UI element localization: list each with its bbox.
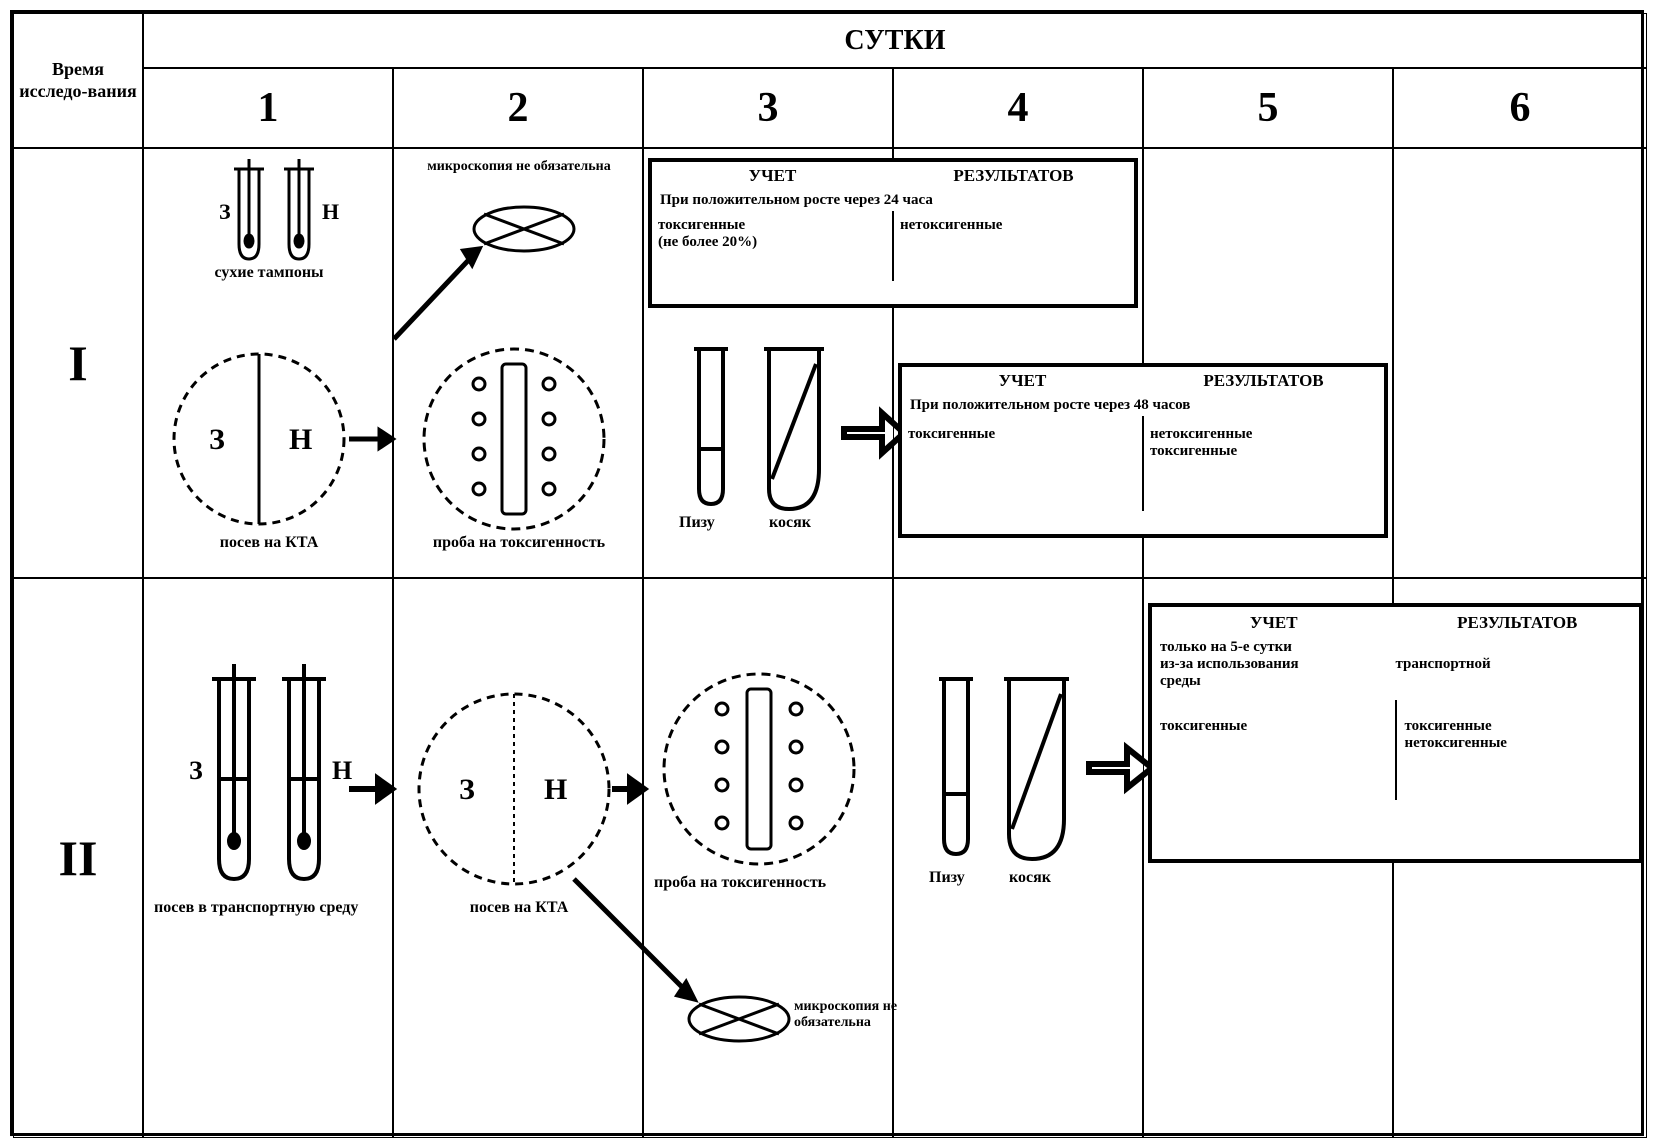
r2d2-cap: посев на КТА: [394, 899, 644, 917]
r1-d1-svg: З Н З Н: [144, 149, 394, 579]
result-box-24h: УЧЕТ РЕЗУЛЬТАТОВ При положительном росте…: [648, 158, 1138, 308]
r1-d6: [1393, 148, 1647, 578]
r1-d2-svg: [394, 149, 644, 579]
rb5-l2r: транспортной: [1396, 656, 1632, 673]
rb48-c2a: нетоксигенные: [1150, 426, 1378, 443]
rb24-tl: УЧЕТ: [652, 162, 893, 190]
r1d1-tube-l: З: [219, 199, 231, 224]
rb48-line: При положительном росте через 48 часов: [902, 395, 1384, 416]
r2d3-tox: проба на токсигенность: [654, 874, 884, 892]
r2-d2: З Н посев на КТА: [393, 578, 643, 1138]
day-num-4: 4: [1008, 84, 1029, 132]
r1d1-petri-cap: посев на КТА: [144, 534, 394, 552]
r1-d1: З Н З Н сухие тампоны посев на КТА: [143, 148, 393, 578]
r2d4-kosyak: косяк: [1009, 869, 1051, 887]
rb5-c2b: нетоксигенные: [1405, 735, 1632, 752]
r1d2-tox-cap: проба на токсигенность: [394, 534, 644, 552]
row-1-label-cell: I: [13, 148, 143, 578]
day-num-6: 6: [1510, 84, 1531, 132]
day-col-2: 2: [393, 68, 643, 148]
result-box-5d: УЧЕТ РЕЗУЛЬТАТОВ только на 5-е сутки из-…: [1148, 603, 1643, 863]
rb5-l2: из-за использования: [1160, 656, 1396, 673]
days-title: СУТКИ: [844, 25, 945, 57]
day-col-4: 4: [893, 68, 1143, 148]
r2d1-cap: посев в транспортную среду: [154, 899, 384, 917]
r2-d4-svg: [894, 579, 1144, 1139]
protocol-grid: Время исследо-вания СУТКИ 1 2 3 4 5 6 I: [10, 10, 1644, 1136]
r2d4-pizu: Пизу: [929, 869, 965, 887]
r1-d2: микроскопия не обязательна проба на токс…: [393, 148, 643, 578]
r1d1-petri-r: Н: [289, 423, 312, 456]
day-col-1: 1: [143, 68, 393, 148]
r1d1-tubes-cap: сухие тампоны: [144, 264, 394, 282]
r2-d3: проба на токсигенность микроскопия не об…: [643, 578, 893, 1138]
row-header-label: Время исследо-вания: [13, 13, 143, 148]
day-col-3: 3: [643, 68, 893, 148]
rb48-c1: токсигенные: [908, 426, 1136, 443]
row-2-label-cell: II: [13, 578, 143, 1138]
day-col-6: 6: [1393, 68, 1647, 148]
rb24-tr: РЕЗУЛЬТАТОВ: [893, 162, 1134, 190]
r2-d1: З Н посев в транспортную среду: [143, 578, 393, 1138]
r2-d3-svg: [644, 579, 894, 1139]
rb5-tr: РЕЗУЛЬТАТОВ: [1396, 607, 1640, 639]
days-title-cell: СУТКИ: [143, 13, 1647, 68]
r2-d4: Пизу косяк: [893, 578, 1143, 1138]
rb48-c2b: токсигенные: [1150, 443, 1378, 460]
row-2-label: II: [59, 829, 98, 887]
day-num-1: 1: [258, 84, 279, 132]
day-num-5: 5: [1258, 84, 1279, 132]
rb5-c1: токсигенные: [1160, 718, 1387, 735]
svg-text:З: З: [189, 756, 203, 785]
svg-text:З: З: [459, 773, 475, 806]
r1d1-tube-r: Н: [322, 199, 339, 224]
r1d3-pizu: Пизу: [679, 514, 715, 532]
result-box-48h: УЧЕТ РЕЗУЛЬТАТОВ При положительном росте…: [898, 363, 1388, 538]
rb5-c2a: токсигенные: [1405, 718, 1632, 735]
r1d2-micro-cap: микроскопия не обязательна: [404, 159, 634, 175]
svg-text:Н: Н: [544, 773, 567, 806]
rb24-line: При положительном росте через 24 часа: [652, 190, 1134, 211]
r1d1-petri-l: З: [209, 423, 225, 456]
r2-d2-svg: З Н: [394, 579, 644, 1139]
rb24-c2: нетоксигенные: [900, 217, 1128, 234]
rb24-c1b: (не более 20%): [658, 234, 886, 251]
rb48-tr: РЕЗУЛЬТАТОВ: [1143, 367, 1384, 395]
rb48-tl: УЧЕТ: [902, 367, 1143, 395]
r1d3-kosyak: косяк: [769, 514, 811, 532]
rb24-c1a: токсигенные: [658, 217, 886, 234]
row-header-text: Время исследо-вания: [18, 59, 138, 102]
rb5-l1: только на 5-е сутки: [1160, 639, 1396, 656]
day-col-5: 5: [1143, 68, 1393, 148]
rb5-tl: УЧЕТ: [1152, 607, 1396, 639]
row-1-label: I: [68, 334, 87, 392]
rb5-l3: среды: [1160, 673, 1396, 690]
r2-d1-svg: З Н: [144, 579, 394, 1139]
svg-text:Н: Н: [332, 756, 352, 785]
day-num-3: 3: [758, 84, 779, 132]
day-num-2: 2: [508, 84, 529, 132]
